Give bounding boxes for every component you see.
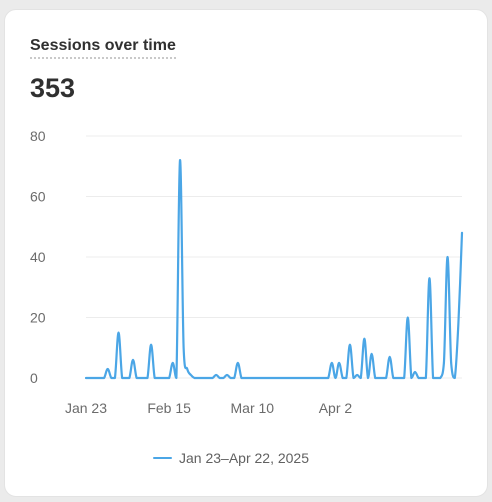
x-tick-label: Jan 23 <box>65 400 107 416</box>
x-tick-label: Mar 10 <box>231 400 275 416</box>
x-tick-label: Apr 2 <box>319 400 353 416</box>
card-title[interactable]: Sessions over time <box>30 37 176 59</box>
y-tick-label: 60 <box>30 189 46 205</box>
x-axis-labels: Jan 23 Feb 15 Mar 10 Apr 2 <box>65 400 352 416</box>
y-tick-label: 40 <box>30 249 46 265</box>
series-line <box>84 159 464 380</box>
y-axis-labels: 80 60 40 20 0 <box>30 128 46 386</box>
x-tick-label: Feb 15 <box>147 400 191 416</box>
sessions-card: Sessions over time 353 80 60 40 20 0 Jan 23 F… <box>4 9 488 497</box>
sessions-line-chart: 80 60 40 20 0 Jan 23 Feb 15 Mar 10 Apr 2 <box>30 128 464 416</box>
y-tick-label: 20 <box>30 310 46 326</box>
legend-swatch <box>153 457 172 459</box>
chart-legend[interactable]: Jan 23–Apr 22, 2025 <box>153 450 309 466</box>
y-tick-label: 80 <box>30 128 46 144</box>
legend-label: Jan 23–Apr 22, 2025 <box>179 450 309 466</box>
sessions-total: 353 <box>30 73 76 103</box>
y-tick-label: 0 <box>30 370 38 386</box>
